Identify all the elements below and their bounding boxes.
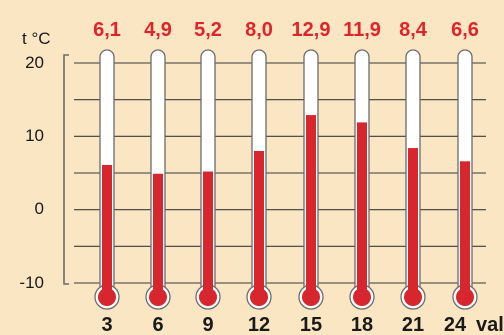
mercury-column — [460, 161, 470, 297]
mercury-bulb — [456, 288, 474, 306]
thermometer — [94, 49, 120, 310]
mercury-column — [203, 171, 213, 297]
mercury-bulb — [98, 288, 116, 306]
value-label: 4,9 — [144, 19, 172, 41]
thermometer — [452, 49, 478, 310]
thermometer — [349, 49, 375, 310]
y-tick-label: -10 — [19, 273, 44, 292]
x-tick-label: 6 — [152, 314, 163, 335]
y-axis-scale-bracket — [63, 54, 69, 285]
x-tick-label: 24 — [444, 314, 467, 335]
x-tick-label: 12 — [248, 314, 270, 335]
mercury-bulb — [199, 288, 217, 306]
mercury-column — [408, 148, 418, 297]
mercury-bulb — [353, 288, 371, 306]
value-label: 8,0 — [245, 19, 273, 41]
value-label: 6,6 — [451, 19, 479, 41]
x-tick-label: 9 — [202, 314, 213, 335]
x-tick-label: 18 — [351, 314, 373, 335]
x-tick-label: 3 — [101, 314, 112, 335]
y-axis-title: t °C — [22, 29, 51, 48]
x-axis-unit-label: val. — [476, 314, 504, 335]
mercury-column — [254, 151, 264, 297]
x-tick-label: 15 — [300, 314, 322, 335]
thermometer — [246, 49, 272, 310]
mercury-column — [102, 164, 112, 297]
y-tick-label: 0 — [35, 199, 44, 218]
thermometer — [195, 49, 221, 310]
value-label: 11,9 — [343, 19, 381, 41]
thermometers — [94, 49, 478, 310]
mercury-column — [153, 173, 163, 297]
thermometer — [145, 49, 171, 310]
mercury-bulb — [250, 288, 268, 306]
mercury-bulb — [404, 288, 422, 306]
mercury-column — [357, 122, 367, 298]
thermometer — [298, 49, 324, 310]
mercury-bulb — [149, 288, 167, 306]
value-label: 6,1 — [93, 19, 121, 41]
value-label: 5,2 — [194, 19, 222, 41]
x-tick-label: 21 — [402, 314, 424, 335]
value-label: 8,4 — [399, 19, 428, 41]
mercury-column — [306, 115, 316, 297]
value-label: 12,9 — [292, 19, 331, 41]
y-tick-label: 10 — [25, 126, 44, 145]
thermometer — [400, 49, 426, 310]
mercury-bulb — [302, 288, 320, 306]
y-tick-label: 20 — [25, 53, 44, 72]
